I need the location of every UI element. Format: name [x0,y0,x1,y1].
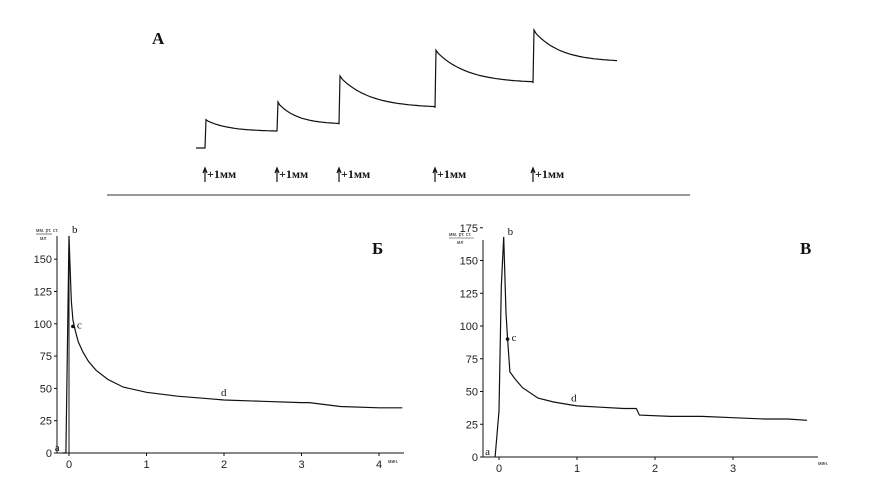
panel-b-unit-top: мм. рт. ст. [36,228,58,234]
y-tick-label: 100 [34,319,52,331]
panel-b-trace [62,235,403,454]
y-tick-label: 75 [466,354,478,366]
step-marker-label: +1мм [535,167,564,181]
panel-c-label: В [800,239,811,258]
panel-b-label: Б [372,239,383,258]
panel-b-unit-bottom: мл [40,236,46,242]
point-label-a: a [485,446,490,458]
y-tick-label: 0 [472,452,478,464]
y-tick-label: 175 [460,223,478,235]
point-label-d: d [221,387,227,399]
x-tick-label: 3 [730,463,736,475]
step-marker-label: +1мм [279,167,308,181]
step-marker-arrow-icon [432,166,438,182]
step-marker-arrow-icon [336,166,342,182]
step-marker-label: +1мм [437,167,466,181]
x-tick-label: 1 [574,463,580,475]
panel-c-unit-top: мм. рт. ст. [449,232,471,238]
y-tick-label: 100 [460,321,478,333]
step-marker-label: +1мм [341,167,370,181]
panel-a-label: А [152,29,165,48]
y-tick-label: 50 [40,383,52,395]
y-tick-label: 75 [40,351,52,363]
panel-b-axes: 0 25 50 75 100 125 150 0 1 2 3 4 [34,236,404,471]
step-marker-arrow-icon [530,166,536,182]
x-tick-label: 3 [298,459,304,471]
x-tick-label: 4 [376,459,382,471]
point-label-c: c [512,332,517,344]
x-tick-label: 2 [221,459,227,471]
point-c-dot [71,324,75,329]
y-tick-label: 125 [34,287,52,299]
panel-c-axes: 0 25 50 75 100 125 150 175 0 1 2 3 [460,223,818,475]
panel-b-annotations: a b c d [55,224,227,454]
point-label-c: c [77,319,82,331]
x-tick-label: 0 [66,459,72,471]
step-marker-label: +1мм [207,167,236,181]
x-tick-label: 1 [143,459,149,471]
y-tick-label: 25 [466,419,478,431]
y-tick-label: 0 [46,448,52,460]
step-marker-arrow-icon [202,166,208,182]
panel-a-trace [196,27,618,149]
point-label-a: a [55,442,60,454]
panel-c-unit-bottom: мл [457,240,463,246]
panel-c-trace [494,236,808,458]
x-tick-label: 2 [652,463,658,475]
point-label-d: d [571,393,577,405]
point-c-dot [505,337,510,341]
point-label-b: b [508,226,514,238]
x-tick-label: 0 [496,463,502,475]
y-tick-label: 150 [460,256,478,268]
panel-c-annotations: a b c d [485,226,577,458]
point-label-b: b [72,224,78,236]
y-tick-label: 125 [460,288,478,300]
panel-c-x-unit: мин. [818,461,828,467]
panel-b-x-unit: мин. [388,459,398,465]
y-tick-label: 150 [34,254,52,266]
y-tick-label: 25 [40,416,52,428]
panel-a-markers: +1мм +1мм +1мм +1мм +1мм [202,166,564,182]
y-tick-label: 50 [466,387,478,399]
step-marker-arrow-icon [274,166,280,182]
